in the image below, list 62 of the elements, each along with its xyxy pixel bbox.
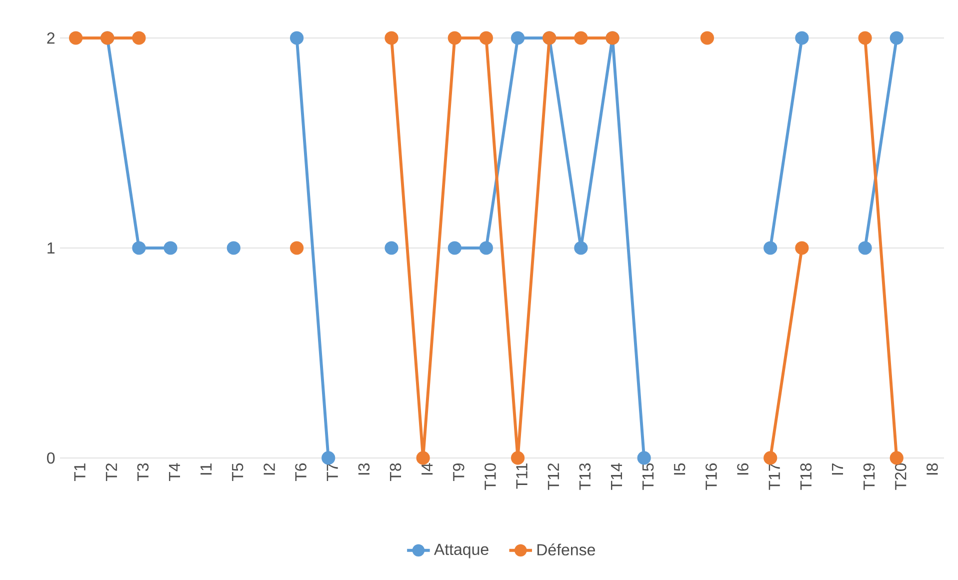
point [795, 31, 809, 45]
x-tick-label: T6 [295, 463, 306, 482]
x-tick-label: T15 [642, 463, 654, 490]
point [384, 31, 398, 45]
x-tick-label: I6 [737, 463, 748, 475]
legend-label: Attaque [434, 544, 488, 558]
point [890, 31, 904, 45]
y-tick-label: 0 [47, 452, 55, 464]
point [132, 241, 146, 255]
x-tick-label: T1 [74, 463, 86, 482]
x-tick-label: T11 [516, 463, 528, 489]
x-tick-label: T18 [800, 463, 812, 490]
x-tick-label: I8 [926, 463, 938, 475]
point [322, 451, 336, 465]
x-tick-label: T13 [579, 463, 591, 490]
x-tick-label: T8 [390, 463, 402, 482]
x-tick-label: I4 [422, 463, 433, 475]
x-tick-label: T3 [137, 463, 149, 482]
point [574, 241, 588, 255]
x-tick-label: T14 [611, 463, 622, 490]
x-tick-label: T12 [548, 464, 559, 490]
x-tick-label: T2 [106, 464, 117, 482]
x-tick-label: I2 [264, 464, 275, 475]
x-tick-label: T20 [894, 463, 906, 490]
point [890, 451, 904, 465]
point [448, 31, 462, 45]
point [479, 31, 494, 45]
x-tick-label: T5 [232, 463, 244, 482]
x-tick-label: I3 [358, 463, 370, 475]
point [416, 451, 430, 465]
point [700, 31, 714, 45]
x-tick-label: T10 [484, 463, 496, 490]
point [510, 451, 525, 465]
point [68, 31, 83, 45]
point [764, 451, 778, 465]
x-tick-label: I1 [200, 463, 212, 475]
point [226, 241, 240, 255]
point [164, 241, 178, 255]
x-tick-label: I7 [832, 464, 843, 475]
point [290, 241, 304, 255]
point [510, 31, 525, 45]
x-tick-label: I5 [674, 463, 686, 475]
point [858, 31, 872, 45]
point [764, 241, 778, 255]
y-tick-label: 1 [48, 242, 55, 254]
point [448, 241, 462, 255]
x-tick-label: T4 [169, 463, 180, 482]
x-tick-label: T7 [326, 464, 338, 482]
point [479, 241, 494, 255]
point [637, 451, 651, 465]
point [574, 31, 588, 45]
point [795, 241, 809, 255]
x-tick-label: T17 [768, 464, 780, 490]
x-tick-label: T16 [706, 463, 717, 490]
point [384, 241, 398, 255]
legend-label: Défense [537, 544, 596, 556]
point [858, 241, 872, 255]
x-tick-label: T9 [452, 463, 464, 482]
point [290, 31, 304, 45]
y-tick-label: 2 [47, 32, 54, 44]
x-tick-label: T19 [863, 463, 875, 490]
point [132, 31, 146, 45]
